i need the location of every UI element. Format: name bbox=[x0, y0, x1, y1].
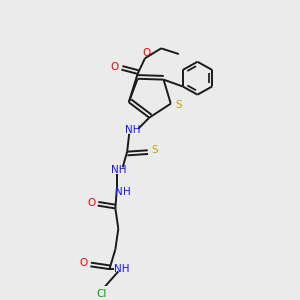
Text: N: N bbox=[115, 187, 122, 197]
Text: S: S bbox=[151, 145, 158, 155]
Text: NH: NH bbox=[111, 165, 126, 175]
Text: O: O bbox=[142, 48, 151, 58]
Text: S: S bbox=[176, 100, 182, 110]
Text: NH: NH bbox=[125, 125, 141, 135]
Text: O: O bbox=[87, 198, 95, 208]
Text: Cl: Cl bbox=[96, 289, 107, 298]
Text: O: O bbox=[80, 259, 88, 269]
Text: H: H bbox=[123, 187, 130, 197]
Text: O: O bbox=[111, 62, 119, 72]
Text: NH: NH bbox=[113, 264, 129, 274]
